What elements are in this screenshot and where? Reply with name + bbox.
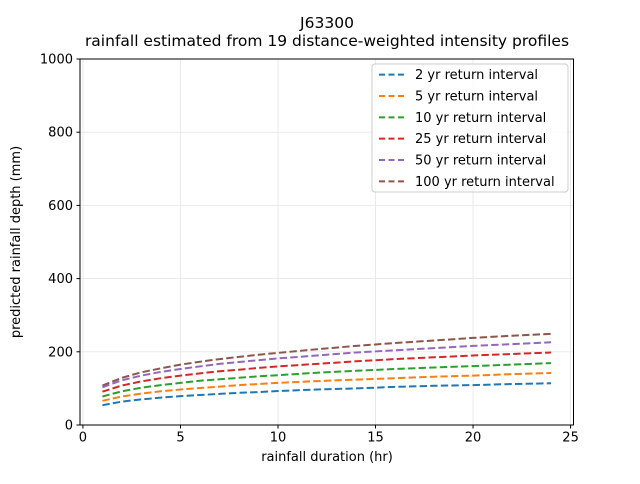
legend-item: 5 yr return interval — [379, 90, 538, 105]
series-curve — [102, 351, 552, 393]
series-curve — [102, 362, 552, 398]
legend-item-label: 5 yr return interval — [415, 90, 538, 105]
chart-subtitle: rainfall estimated from 19 distance-weig… — [85, 32, 569, 50]
legend-item-label: 100 yr return interval — [415, 175, 555, 190]
chart-title: J63300 — [299, 14, 354, 32]
legend-item: 2 yr return interval — [379, 68, 538, 83]
y-tick-label: 0 — [65, 419, 73, 434]
legend-frame — [371, 63, 569, 193]
axes-spines — [79, 58, 574, 426]
x-axis-label: rainfall duration (hr) — [261, 450, 393, 465]
x-tick-label: 25 — [562, 431, 579, 446]
y-axis-label: predicted rainfall depth (mm) — [9, 146, 24, 338]
legend-item-label: 25 yr return interval — [415, 132, 546, 147]
legend-item-label: 10 yr return interval — [415, 111, 546, 126]
y-tick-label: 800 — [48, 126, 73, 141]
legend-item: 25 yr return interval — [379, 132, 546, 147]
legend-item: 10 yr return interval — [379, 111, 546, 126]
plot-area: 0 5 10 15 20 25 0 200 400 600 800 1000 2 yr return i… — [40, 53, 579, 446]
series-curve — [102, 372, 552, 402]
y-tick-label: 400 — [48, 272, 73, 287]
series-curve — [102, 341, 552, 389]
x-tick-label: 20 — [465, 431, 482, 446]
legend-item-label: 50 yr return interval — [415, 154, 546, 169]
series-curve — [102, 382, 552, 407]
x-tick-label: 10 — [270, 431, 287, 446]
y-tick-label: 200 — [48, 345, 73, 360]
legend: 2 yr return interval 5 yr return interval… — [371, 63, 569, 193]
legend-item: 100 yr return interval — [379, 175, 555, 190]
series-curve — [102, 332, 552, 387]
x-tick-label: 15 — [367, 431, 384, 446]
y-tick-label: 1000 — [40, 53, 73, 68]
x-tick-label: 0 — [79, 431, 87, 446]
x-tick-label: 5 — [176, 431, 184, 446]
legend-item: 50 yr return interval — [379, 154, 546, 169]
y-tick-label: 600 — [48, 199, 73, 214]
legend-item-label: 2 yr return interval — [415, 68, 538, 83]
